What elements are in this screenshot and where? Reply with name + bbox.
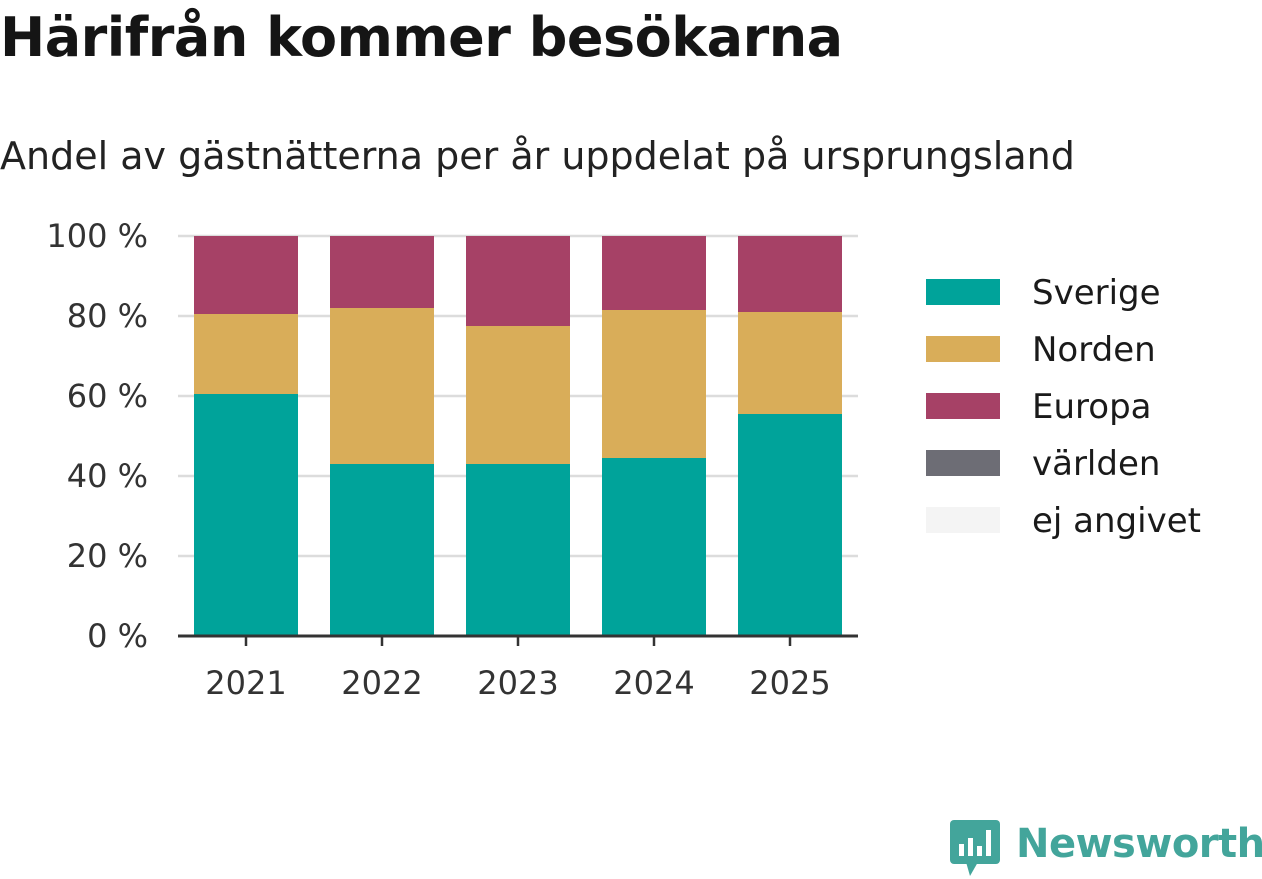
bar-stack	[602, 236, 706, 636]
y-tick-label: 40 %	[67, 457, 148, 495]
bar-stack	[466, 236, 570, 636]
legend-item: Europa	[926, 387, 1151, 427]
x-tick-label: 2022	[341, 664, 422, 702]
legend-swatch	[926, 507, 1000, 533]
y-tick-label: 0 %	[87, 617, 148, 655]
legend-label: Norden	[1032, 330, 1156, 370]
bar-segment	[602, 310, 706, 458]
chart-title: Härifrån kommer besökarna	[0, 6, 843, 69]
bar-segment	[466, 326, 570, 464]
bar-segment	[602, 458, 706, 636]
bar-segment	[466, 236, 570, 326]
bar-segment	[330, 308, 434, 464]
legend-label: Europa	[1032, 387, 1151, 427]
legend-swatch	[926, 393, 1000, 419]
bar-stack	[330, 236, 434, 636]
newsworthy-logo-icon	[950, 820, 1000, 876]
bar-segment	[738, 312, 842, 414]
x-tick-label: 2021	[205, 664, 286, 702]
y-tick-label: 80 %	[67, 297, 148, 335]
bar-segment	[330, 236, 434, 308]
bar-segment	[194, 236, 298, 314]
brand-name: Newsworthy	[1016, 821, 1262, 867]
y-tick-label: 60 %	[67, 377, 148, 415]
legend-item: världen	[926, 444, 1160, 484]
legend-item: Sverige	[926, 273, 1161, 313]
legend-label: Sverige	[1032, 273, 1161, 313]
bar-segment	[738, 236, 842, 312]
axes: 0 % 20 % 40 % 60 % 80 % 100 % 2021 2022 2023 2024…	[46, 217, 858, 702]
legend-swatch	[926, 336, 1000, 362]
bar-segment	[330, 464, 434, 636]
y-tick-label: 20 %	[67, 537, 148, 575]
bar-segment	[194, 314, 298, 394]
bar-segment	[738, 414, 842, 636]
bar-segment	[602, 236, 706, 310]
bar-stacks	[194, 236, 842, 636]
brand-logo: Newsworthy	[950, 818, 1262, 878]
legend-item: Norden	[926, 330, 1156, 370]
legend: Sverige Norden Europa världen ej angivet	[926, 273, 1201, 541]
legend-label: ej angivet	[1032, 501, 1201, 541]
legend-swatch	[926, 279, 1000, 305]
chart-subtitle: Andel av gästnätterna per år uppdelat på…	[0, 134, 1075, 178]
x-tick-label: 2025	[749, 664, 830, 702]
x-tick-label: 2024	[613, 664, 694, 702]
bar-stack	[194, 236, 298, 636]
legend-swatch	[926, 450, 1000, 476]
bar-segment	[466, 464, 570, 636]
legend-label: världen	[1032, 444, 1160, 484]
y-tick-label: 100 %	[46, 217, 148, 255]
bar-segment	[194, 394, 298, 636]
x-tick-label: 2023	[477, 664, 558, 702]
bar-stack	[738, 236, 842, 636]
legend-item: ej angivet	[926, 501, 1201, 541]
